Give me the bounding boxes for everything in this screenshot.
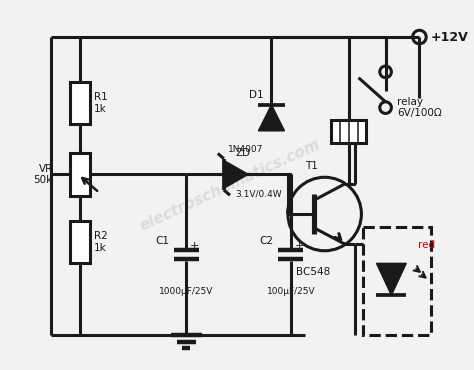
Text: +: + — [295, 241, 304, 251]
Text: VR
50k: VR 50k — [34, 164, 53, 185]
Bar — [70, 153, 90, 196]
Polygon shape — [224, 161, 248, 188]
Bar — [70, 221, 90, 263]
Text: 1N4007: 1N4007 — [228, 145, 264, 154]
Text: relay
6V/100Ω: relay 6V/100Ω — [397, 97, 442, 118]
Text: ZD: ZD — [236, 148, 251, 158]
Bar — [364, 226, 431, 335]
Bar — [70, 81, 90, 124]
Text: red: red — [419, 240, 436, 250]
Text: BC548: BC548 — [296, 267, 330, 277]
Polygon shape — [258, 105, 284, 131]
Text: C1: C1 — [155, 236, 169, 246]
Text: C2: C2 — [259, 236, 273, 246]
Polygon shape — [376, 263, 406, 295]
Text: T1: T1 — [305, 161, 318, 171]
Text: R2
1k: R2 1k — [93, 231, 107, 253]
Text: electroschematics.com: electroschematics.com — [137, 137, 322, 233]
Text: +: + — [190, 241, 200, 251]
Text: D1: D1 — [249, 90, 264, 100]
Bar — [331, 120, 366, 144]
Text: +12V: +12V — [431, 31, 469, 44]
Text: 3.1V/0.4W: 3.1V/0.4W — [236, 189, 283, 198]
Text: R1
1k: R1 1k — [93, 92, 107, 114]
Text: 100μF/25V: 100μF/25V — [266, 287, 315, 296]
Text: 1000μF/25V: 1000μF/25V — [159, 287, 214, 296]
